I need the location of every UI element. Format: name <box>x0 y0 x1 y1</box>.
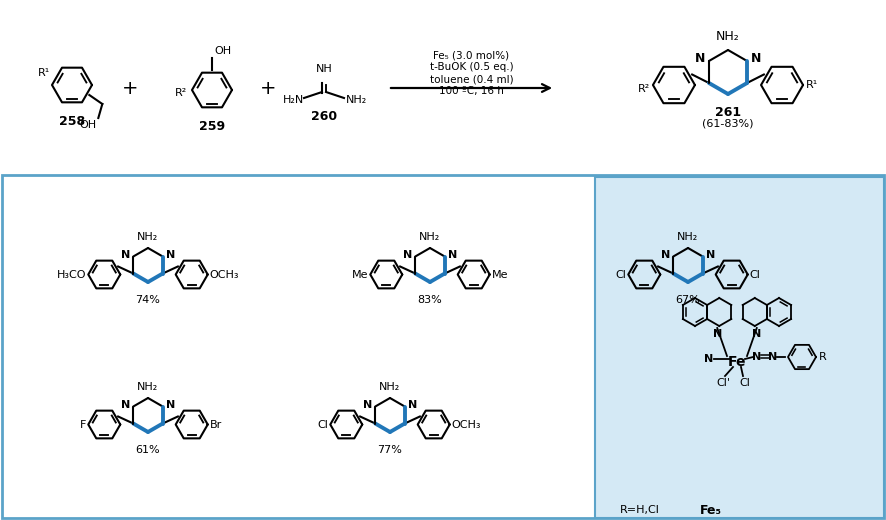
Text: N: N <box>752 329 761 339</box>
Text: OCH₃: OCH₃ <box>210 269 239 280</box>
Text: (61-83%): (61-83%) <box>703 118 754 128</box>
Text: Br: Br <box>210 420 222 430</box>
Text: N: N <box>363 400 372 410</box>
Text: 74%: 74% <box>136 295 160 305</box>
Text: F: F <box>80 420 86 430</box>
Text: N: N <box>166 400 175 410</box>
Text: OH: OH <box>79 120 97 130</box>
Text: OH: OH <box>214 46 231 56</box>
Text: 67%: 67% <box>676 295 700 305</box>
Text: Cl: Cl <box>740 378 750 388</box>
Text: N: N <box>768 352 778 362</box>
Text: H₂N: H₂N <box>283 95 304 105</box>
Text: OCH₃: OCH₃ <box>452 420 481 430</box>
Text: 77%: 77% <box>377 445 402 455</box>
Text: NH₂: NH₂ <box>379 382 400 392</box>
Text: 260: 260 <box>311 110 337 123</box>
Text: R¹: R¹ <box>37 68 50 78</box>
Text: NH₂: NH₂ <box>137 232 159 242</box>
Text: Fe₅ (3.0 mol%): Fe₅ (3.0 mol%) <box>433 50 509 60</box>
Text: Cl: Cl <box>616 269 626 280</box>
Text: 83%: 83% <box>417 295 442 305</box>
Text: NH₂: NH₂ <box>346 95 368 105</box>
Text: N: N <box>408 400 417 410</box>
Text: Cl: Cl <box>750 269 760 280</box>
Text: H₃CO: H₃CO <box>57 269 86 280</box>
Text: 100 ºC, 16 h: 100 ºC, 16 h <box>439 86 504 96</box>
Text: NH₂: NH₂ <box>137 382 159 392</box>
Text: Fe₅: Fe₅ <box>700 503 722 516</box>
Text: N: N <box>703 354 713 364</box>
Bar <box>595 177 884 518</box>
Text: R²: R² <box>175 88 187 98</box>
Text: NH₂: NH₂ <box>678 232 699 242</box>
Text: 61%: 61% <box>136 445 160 455</box>
Text: N: N <box>121 251 130 261</box>
Text: N: N <box>695 53 705 66</box>
Text: R=H,Cl: R=H,Cl <box>620 505 660 515</box>
Text: R²: R² <box>638 84 650 94</box>
Text: N: N <box>121 400 130 410</box>
Text: R: R <box>819 352 827 362</box>
Text: N: N <box>706 251 715 261</box>
Text: Fe: Fe <box>727 355 746 369</box>
Text: Me: Me <box>492 269 509 280</box>
Text: 261: 261 <box>715 106 741 119</box>
Text: toluene (0.4 ml): toluene (0.4 ml) <box>430 74 513 84</box>
Text: +: + <box>260 79 276 98</box>
Text: N: N <box>752 352 762 362</box>
Text: 258: 258 <box>59 115 85 128</box>
Text: N: N <box>712 329 722 339</box>
Text: N: N <box>661 251 671 261</box>
Bar <box>2 175 884 518</box>
Text: NH: NH <box>315 64 332 74</box>
Text: NH₂: NH₂ <box>419 232 440 242</box>
Text: N: N <box>751 53 761 66</box>
Text: N: N <box>166 251 175 261</box>
Text: N: N <box>447 251 457 261</box>
Text: Me: Me <box>352 269 369 280</box>
Text: Cl': Cl' <box>716 378 730 388</box>
Text: +: + <box>121 79 138 98</box>
Text: Cl: Cl <box>317 420 329 430</box>
Text: 259: 259 <box>199 120 225 133</box>
Text: NH₂: NH₂ <box>716 30 740 43</box>
Text: R¹: R¹ <box>806 80 819 90</box>
Text: t-BuOK (0.5 eq.): t-BuOK (0.5 eq.) <box>430 62 513 72</box>
Text: N: N <box>403 251 412 261</box>
